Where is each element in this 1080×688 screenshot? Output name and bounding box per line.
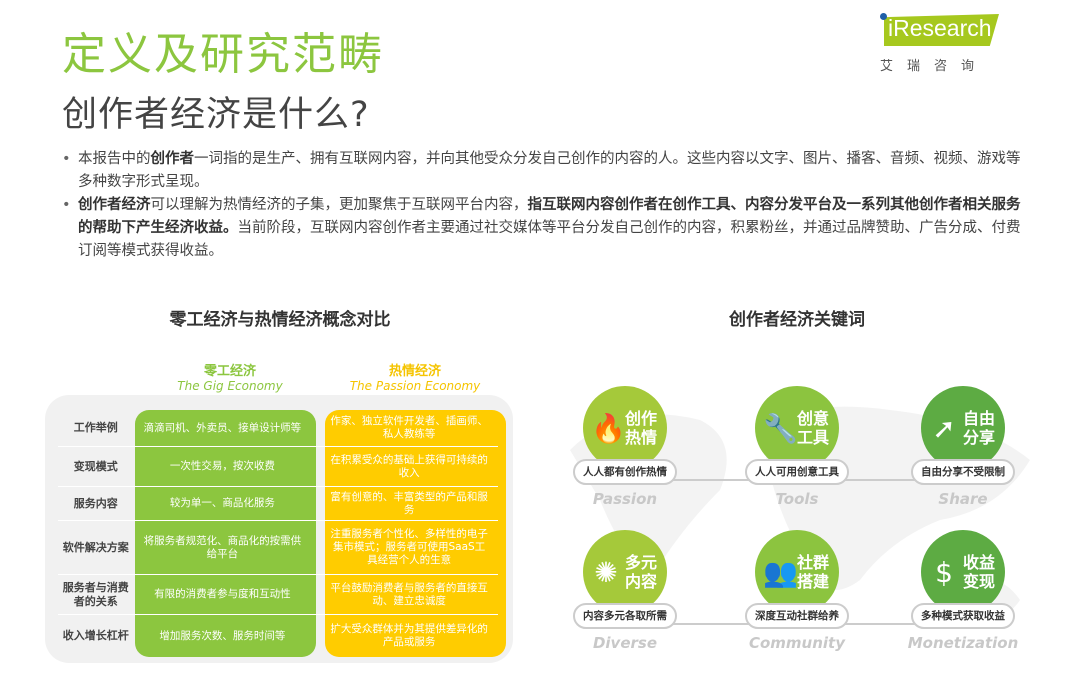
community-icon: 👥 bbox=[763, 555, 798, 589]
keyword-title: 创意工具 bbox=[797, 409, 830, 447]
passion-column bbox=[325, 410, 506, 657]
keyword-title: 多元内容 bbox=[625, 553, 658, 591]
passion-cell: 在积累受众的基础上获得可持续的收入 bbox=[330, 453, 488, 479]
iresearch-logo: iResearch 艾瑞咨询 bbox=[878, 13, 1003, 74]
gig-header: 零工经济 The Gig Economy bbox=[177, 364, 283, 393]
gig-cell: 滴滴司机、外卖员、接单设计师等 bbox=[143, 421, 302, 434]
passion-cell: 扩大受众群体并为其提供差异化的产品或服务 bbox=[330, 623, 488, 648]
comparison-row: 变现模式 一次性交易，按次收费 在积累受众的基础上获得可持续的收入 bbox=[58, 446, 498, 486]
bullet-item: 创作者经济可以理解为热情经济的子集，更加聚焦于互联网平台内容，指互联网内容创作者… bbox=[62, 194, 1022, 263]
keyword-title: 社群搭建 bbox=[797, 553, 830, 591]
keyword-english: Community bbox=[748, 634, 846, 652]
comparison-row: 软件解决方案 将服务者规范化、商品化的按需供给平台 注重服务者个性化、多样性的电… bbox=[58, 520, 498, 574]
keyword-desc: 多种模式获取收益 bbox=[911, 603, 1015, 629]
keyword-tools: 🔧 创意工具 人人可用创意工具 Tools bbox=[727, 386, 867, 536]
keyword-diverse: ✺ 多元内容 内容多元各取所需 Diverse bbox=[555, 530, 695, 680]
keyword-share: ➚ 自由分享 自由分享不受限制 Share bbox=[893, 386, 1033, 536]
row-label: 服务者与消费者的关系 bbox=[62, 580, 129, 608]
row-label: 服务内容 bbox=[73, 496, 118, 510]
gig-cell: 较为单一、商品化服务 bbox=[169, 497, 275, 509]
comparison-title: 零工经济与热情经济概念对比 bbox=[169, 310, 391, 330]
keyword-english: Share bbox=[938, 490, 988, 508]
intro-bullets: 本报告中的创作者一词指的是生产、拥有互联网内容，并向其他受众分发自己创作的内容的… bbox=[62, 148, 1022, 263]
keyword-desc: 内容多元各取所需 bbox=[573, 603, 677, 629]
keyword-title: 创作热情 bbox=[625, 409, 658, 447]
wrench-icon: 🔧 bbox=[763, 411, 798, 445]
keyword-desc: 深度互动社群给养 bbox=[745, 603, 849, 629]
gig-column bbox=[135, 410, 316, 657]
keyword-desc: 人人可用创意工具 bbox=[745, 459, 849, 485]
row-label: 变现模式 bbox=[73, 459, 118, 473]
comparison-row: 服务者与消费者的关系 有限的消费者参与度和互动性 平台鼓励消费者与服务者的直接互… bbox=[58, 574, 498, 614]
keyword-desc: 人人都有创作热情 bbox=[573, 459, 677, 485]
comparison-row: 服务内容 较为单一、商品化服务 富有创意的、丰富类型的产品和服务 bbox=[58, 486, 498, 520]
keyword-english: Passion bbox=[592, 490, 658, 508]
passion-header: 热情经济 The Passion Economy bbox=[349, 364, 481, 393]
gig-cell: 增加服务次数、服务时间等 bbox=[159, 629, 286, 642]
keyword-english: Diverse bbox=[592, 634, 658, 652]
keyword-community: 👥 社群搭建 深度互动社群给养 Community bbox=[727, 530, 867, 680]
money-bag-icon: $ bbox=[935, 555, 953, 589]
keyword-desc: 自由分享不受限制 bbox=[911, 459, 1015, 485]
keyword-english: Tools bbox=[775, 490, 819, 508]
passion-cell: 作家、独立软件开发者、插画师、私人教练等 bbox=[330, 415, 488, 440]
gig-cell: 将服务者规范化、商品化的按需供给平台 bbox=[143, 534, 302, 560]
page-subtitle: 创作者经济是什么? bbox=[62, 95, 370, 135]
row-label: 工作举例 bbox=[73, 421, 118, 434]
comparison-row: 工作举例 滴滴司机、外卖员、接单设计师等 作家、独立软件开发者、插画师、私人教练… bbox=[58, 410, 498, 446]
passion-cell: 注重服务者个性化、多样性的电子集市模式；服务者可使用SaaS工具经营个人的生意 bbox=[330, 528, 488, 566]
share-arrow-icon: ➚ bbox=[932, 411, 956, 445]
passion-cell: 平台鼓励消费者与服务者的直接互动、建立忠诚度 bbox=[330, 581, 488, 607]
bullet-item: 本报告中的创作者一词指的是生产、拥有互联网内容，并向其他受众分发自己创作的内容的… bbox=[62, 148, 1022, 194]
gig-cell: 有限的消费者参与度和互动性 bbox=[154, 588, 291, 600]
keyword-english: Monetization bbox=[907, 634, 1019, 652]
keyword-title: 自由分享 bbox=[963, 409, 996, 447]
comparison-row: 收入增长杠杆 增加服务次数、服务时间等 扩大受众群体并为其提供差异化的产品或服务 bbox=[58, 614, 498, 657]
flame-icon: 🔥 bbox=[591, 411, 626, 445]
gig-cell: 一次性交易，按次收费 bbox=[169, 460, 275, 472]
row-label: 收入增长杠杆 bbox=[62, 629, 129, 642]
row-label: 软件解决方案 bbox=[62, 540, 129, 554]
page-title: 定义及研究范畴 bbox=[62, 29, 384, 80]
keywords-title: 创作者经济关键词 bbox=[729, 310, 865, 330]
sunburst-icon: ✺ bbox=[594, 555, 618, 589]
keyword-title: 收益变现 bbox=[963, 553, 996, 591]
passion-cell: 富有创意的、丰富类型的产品和服务 bbox=[330, 490, 488, 516]
keyword-passion: 🔥 创作热情 人人都有创作热情 Passion bbox=[555, 386, 695, 536]
keyword-monetization: $ 收益变现 多种模式获取收益 Monetization bbox=[893, 530, 1033, 680]
